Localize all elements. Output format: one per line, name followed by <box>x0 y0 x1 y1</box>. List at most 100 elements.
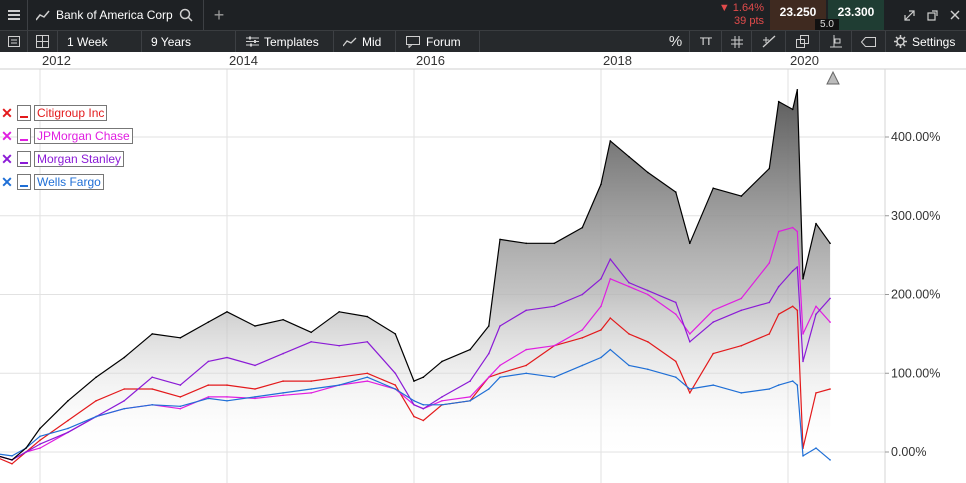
copy-chart-button[interactable] <box>786 31 820 52</box>
drawing-tools-icon <box>762 35 776 48</box>
series-point <box>600 356 602 359</box>
series-point <box>11 455 13 457</box>
series-point <box>791 270 794 272</box>
series-point <box>179 384 182 386</box>
panel-toggle-button[interactable] <box>0 31 28 52</box>
series-point <box>768 301 771 304</box>
series-point <box>207 384 210 386</box>
series-point <box>768 333 771 335</box>
series-point <box>394 372 397 375</box>
drawing-tools-button[interactable] <box>752 31 786 52</box>
series-point <box>207 360 210 363</box>
pin-alert-icon <box>829 35 842 48</box>
legend-item[interactable]: ✕ Citigroup Inc <box>0 104 200 122</box>
legend-item[interactable]: ✕ Wells Fargo <box>0 173 200 191</box>
series-point <box>413 404 415 406</box>
series-point <box>123 400 125 402</box>
remove-series-icon[interactable]: ✕ <box>1 151 13 167</box>
series-point <box>768 388 771 390</box>
crosshair-button[interactable] <box>722 31 752 52</box>
series-point <box>151 376 153 379</box>
series-point <box>777 313 780 316</box>
series-point <box>675 313 677 316</box>
series-color-swatch[interactable] <box>17 151 31 167</box>
sliders-icon <box>246 36 259 47</box>
scroll-end-marker <box>826 70 840 85</box>
remove-series-icon[interactable]: ✕ <box>1 128 13 144</box>
series-point <box>628 285 630 288</box>
close-button[interactable] <box>944 0 966 30</box>
legend-item[interactable]: ✕ JPMorgan Chase <box>0 127 200 145</box>
series-point <box>689 333 691 335</box>
series-point <box>422 404 425 406</box>
series-point <box>422 419 425 422</box>
top-bar: Bank of America Corp + ▼ 1.64% 39 pts 23… <box>0 0 966 30</box>
series-color-swatch[interactable] <box>17 174 31 190</box>
series-point <box>600 329 602 331</box>
series-point <box>609 258 612 260</box>
series-point <box>609 278 612 280</box>
sell-price-button[interactable]: 23.250 <box>770 0 826 30</box>
series-point <box>422 407 425 410</box>
tag-icon <box>861 36 876 47</box>
series-color-swatch[interactable] <box>17 128 31 144</box>
percent-scale-button[interactable]: % <box>662 31 690 52</box>
series-point <box>282 352 284 355</box>
alert-button[interactable] <box>820 31 852 52</box>
legend-series-name: JPMorgan Chase <box>34 128 133 144</box>
series-point <box>647 341 649 343</box>
line-chart-icon <box>36 9 50 21</box>
series-point <box>581 337 584 339</box>
series-point <box>791 226 794 229</box>
series-point <box>207 396 210 398</box>
period-dropdown[interactable]: 9 Years <box>142 31 236 52</box>
series-color-swatch[interactable] <box>17 105 31 121</box>
series-point <box>777 230 780 233</box>
list-panel-icon <box>7 36 20 47</box>
series-point <box>25 451 27 453</box>
series-point <box>712 384 714 386</box>
series-point <box>647 289 649 292</box>
forum-button[interactable]: Forum <box>396 31 480 52</box>
settings-button[interactable]: Settings <box>886 31 966 52</box>
series-point <box>226 400 228 402</box>
series-point <box>553 376 556 379</box>
series-point <box>226 356 228 359</box>
templates-button[interactable]: Templates <box>236 31 334 52</box>
chart-area[interactable]: 2012 2014 2016 2018 2020 0.00% 100.00% 200.00% 3… <box>0 52 966 483</box>
series-point <box>768 262 771 264</box>
instrument-search[interactable]: Bank of America Corp <box>28 0 204 30</box>
price-type-dropdown[interactable]: Mid <box>334 31 396 52</box>
forum-label: Forum <box>426 34 461 49</box>
series-point <box>796 266 799 268</box>
remove-series-icon[interactable]: ✕ <box>1 105 13 121</box>
popout-button[interactable] <box>921 0 943 30</box>
series-point <box>95 415 97 418</box>
expand-button[interactable] <box>898 0 920 30</box>
y-tick-label: 400.00% <box>891 130 940 144</box>
add-instrument-button[interactable]: + <box>213 4 225 25</box>
series-point <box>226 384 228 386</box>
series-point <box>815 305 817 308</box>
remove-series-icon[interactable]: ✕ <box>1 174 13 190</box>
speech-bubble-icon <box>406 35 420 48</box>
series-point <box>689 392 691 394</box>
line-chart-icon <box>343 37 357 47</box>
x-tick-label: 2018 <box>603 53 632 68</box>
series-point <box>310 392 313 394</box>
menu-button[interactable] <box>0 0 28 30</box>
series-point <box>791 305 794 308</box>
series-point <box>179 396 182 398</box>
price-change: ▼ 1.64% 39 pts <box>710 0 768 30</box>
layout-button[interactable] <box>28 31 58 52</box>
interval-dropdown[interactable]: 1 Week <box>58 31 142 52</box>
legend-item[interactable]: ✕ Morgan Stanley <box>0 150 200 168</box>
series-point <box>366 380 369 382</box>
series-point <box>689 388 691 390</box>
series-point <box>609 348 612 351</box>
label-tag-button[interactable] <box>852 31 886 52</box>
series-point <box>581 364 584 367</box>
text-tool-button[interactable]: TT <box>690 31 722 52</box>
series-point <box>151 388 153 390</box>
templates-label: Templates <box>264 34 319 49</box>
